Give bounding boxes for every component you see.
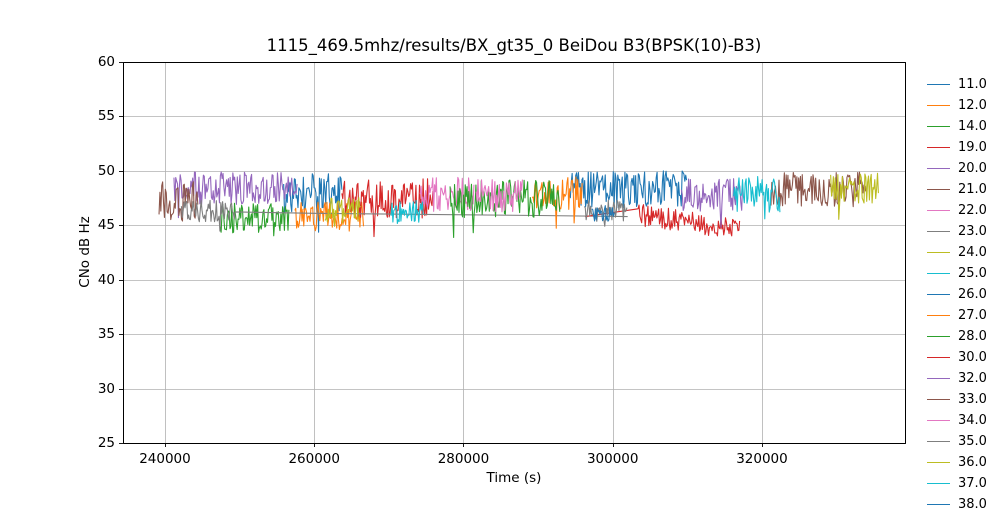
x-tick-label: 300000	[586, 451, 639, 467]
legend-item: 26.0	[927, 284, 1000, 305]
legend-item: 21.0	[927, 179, 1000, 200]
legend-label: 19.0	[958, 140, 987, 155]
legend-line-swatch	[927, 189, 950, 190]
legend-line-swatch	[927, 147, 950, 148]
legend-line-swatch	[927, 483, 950, 484]
x-tick-label: 320000	[736, 451, 788, 467]
legend-label: 21.0	[958, 182, 987, 197]
y-tick-label: 55	[97, 108, 115, 125]
legend-item: 24.0	[927, 242, 1000, 263]
legend-line-swatch	[927, 441, 950, 442]
legend-item: 34.0	[927, 410, 1000, 431]
legend-item: 35.0	[927, 431, 1000, 452]
y-tick-label: 45	[97, 217, 115, 234]
y-tick-label: 60	[97, 54, 115, 70]
legend-item: 11.0	[927, 74, 1000, 95]
legend-line-swatch	[927, 231, 950, 232]
x-tick-label: 240000	[139, 451, 191, 467]
legend-line-swatch	[927, 504, 950, 505]
legend-line-swatch	[927, 294, 950, 295]
legend-line-swatch	[927, 168, 950, 169]
legend-item: 37.0	[927, 473, 1000, 494]
legend-line-swatch	[927, 399, 950, 400]
legend-label: 34.0	[958, 413, 987, 428]
x-axis-label: Time (s)	[486, 470, 542, 486]
legend-line-swatch	[927, 315, 950, 316]
legend-item: 25.0	[927, 263, 1000, 284]
legend-line-swatch	[927, 84, 950, 85]
legend-label: 12.0	[958, 98, 987, 113]
y-tick-label: 50	[97, 162, 115, 179]
legend-line-swatch	[927, 378, 950, 379]
legend: 11.0 12.0 14.0 19.0 20.0 21.0 22.0 23.0 24.0 25.0…	[927, 74, 1000, 515]
legend-label: 35.0	[958, 434, 987, 449]
legend-line-swatch	[927, 210, 950, 211]
legend-label: 28.0	[958, 329, 987, 344]
legend-label: 25.0	[958, 266, 987, 281]
legend-line-swatch	[927, 462, 950, 463]
legend-line-swatch	[927, 252, 950, 253]
x-tick-label: 260000	[288, 451, 340, 467]
legend-item: 32.0	[927, 368, 1000, 389]
plot-canvas	[0, 0, 1000, 500]
legend-label: 11.0	[958, 77, 987, 92]
legend-item: 28.0	[927, 326, 1000, 347]
legend-item: 14.0	[927, 116, 1000, 137]
legend-line-swatch	[927, 357, 950, 358]
legend-label: 36.0	[958, 455, 987, 470]
legend-label: 38.0	[958, 497, 987, 512]
legend-line-swatch	[927, 420, 950, 421]
legend-item: 19.0	[927, 137, 1000, 158]
legend-item: 23.0	[927, 221, 1000, 242]
legend-line-swatch	[927, 273, 950, 274]
legend-label: 30.0	[958, 350, 987, 365]
legend-line-swatch	[927, 105, 950, 106]
legend-item: 27.0	[927, 305, 1000, 326]
legend-label: 22.0	[958, 203, 987, 218]
legend-line-swatch	[927, 336, 950, 337]
legend-item: 38.0	[927, 494, 1000, 515]
legend-label: 20.0	[958, 161, 987, 176]
legend-label: 24.0	[958, 245, 987, 260]
legend-item: 33.0	[927, 389, 1000, 410]
legend-line-swatch	[927, 126, 950, 127]
legend-item: 12.0	[927, 95, 1000, 116]
legend-item: 30.0	[927, 347, 1000, 368]
y-tick-label: 25	[97, 435, 115, 451]
legend-label: 33.0	[958, 392, 987, 407]
legend-item: 22.0	[927, 200, 1000, 221]
legend-label: 26.0	[958, 287, 987, 302]
legend-label: 27.0	[958, 308, 987, 323]
y-tick-label: 40	[97, 271, 115, 288]
legend-label: 32.0	[958, 371, 987, 386]
legend-label: 37.0	[958, 476, 987, 491]
x-tick-label: 280000	[437, 451, 490, 467]
chart-title: 1115_469.5mhz/results/BX_gt35_0 BeiDou B…	[266, 36, 762, 55]
y-tick-label: 35	[97, 326, 115, 343]
legend-item: 36.0	[927, 452, 1000, 473]
legend-label: 23.0	[958, 224, 987, 239]
y-tick-label: 30	[97, 380, 115, 397]
legend-label: 14.0	[958, 119, 987, 134]
legend-item: 20.0	[927, 158, 1000, 179]
